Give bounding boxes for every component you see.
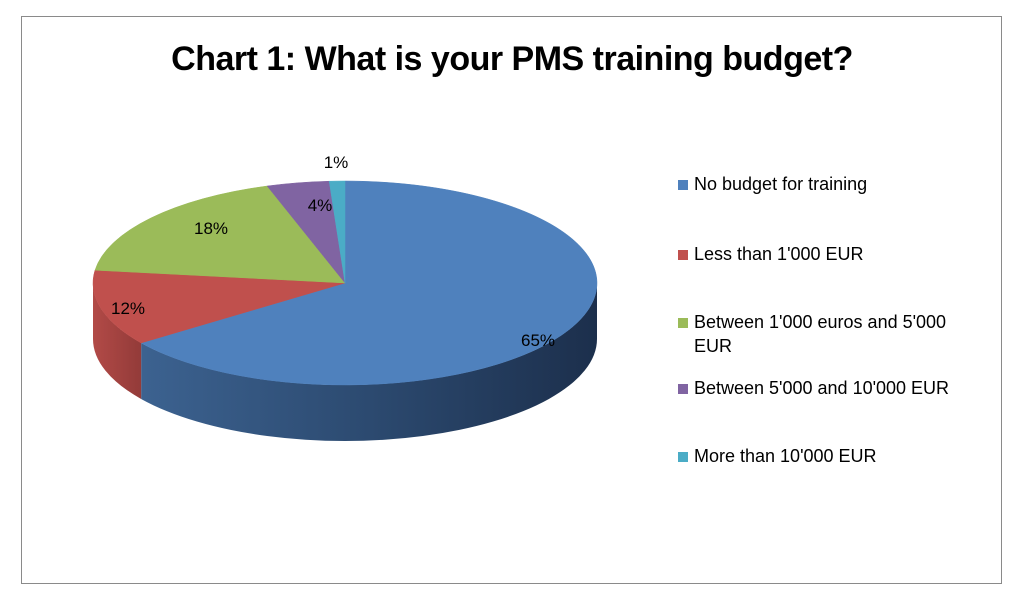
legend-swatch: [678, 384, 688, 394]
data-label: 65%: [521, 331, 555, 350]
legend-item-less-1000: Less than 1'000 EUR: [678, 242, 984, 266]
legend-item-more-10000: More than 10'000 EUR: [678, 444, 984, 468]
data-label: 12%: [111, 299, 145, 318]
legend-swatch: [678, 180, 688, 190]
data-label: 4%: [308, 196, 333, 215]
legend-label: Between 5'000 and 10'000 EUR: [694, 378, 950, 398]
pie-slice: [94, 185, 346, 284]
legend-label: No budget for training: [694, 174, 868, 194]
legend-swatch: [678, 250, 688, 260]
legend-item-1000-5000: Between 1'000 euros and 5'000 EUR: [678, 310, 984, 358]
data-label: 18%: [194, 219, 228, 238]
pie-slice-side: [93, 283, 142, 399]
pie-slice: [328, 180, 346, 284]
legend-label: More than 10'000 EUR: [694, 446, 877, 466]
pie-slice: [92, 269, 346, 344]
legend-item-no-budget: No budget for training: [678, 172, 984, 196]
legend-swatch: [678, 452, 688, 462]
chart-title: Chart 1: What is your PMS training budge…: [171, 40, 853, 78]
legend-label: Between 1'000 euros and 5'000 EUR: [694, 312, 947, 356]
data-label: 1%: [324, 153, 349, 172]
legend-item-5000-10000: Between 5'000 and 10'000 EUR: [678, 376, 984, 400]
pie-slice-side: [141, 283, 597, 441]
legend-swatch: [678, 318, 688, 328]
legend-label: Less than 1'000 EUR: [694, 244, 864, 264]
pie-slice: [140, 180, 598, 386]
